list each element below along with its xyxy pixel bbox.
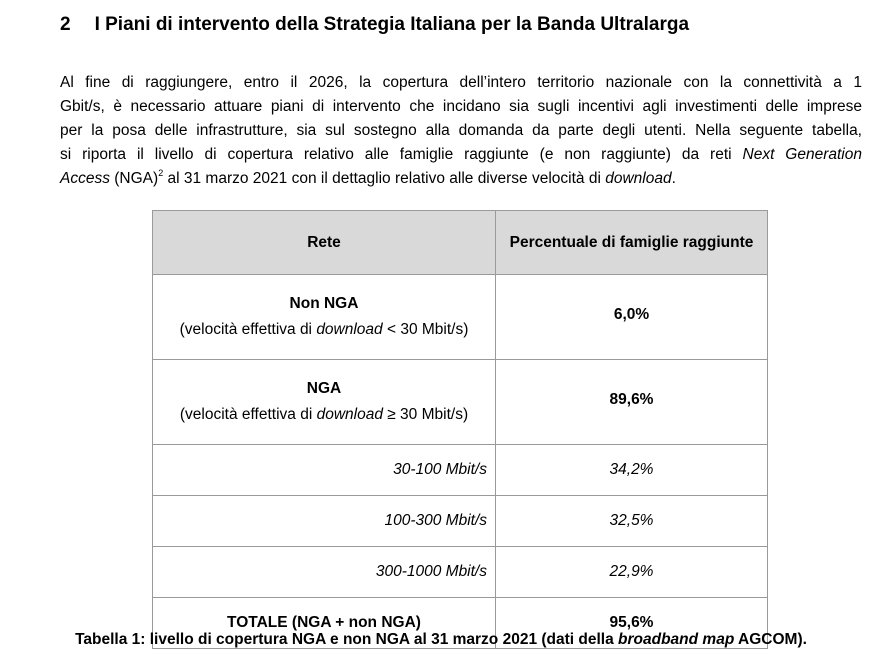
row-nga-sub-italic: download [316,406,383,423]
table-row: NGA (velocità effettiva di download ≥ 30… [152,359,768,445]
intro-line-4-text: si riporta il livello di copertura relat… [60,146,743,163]
row-totale-label-text: TOTALE (NGA + non NGA) [227,614,421,631]
row-non-nga-title: Non NGA [289,295,359,312]
row-nga-sub-b: ≥ 30 Mbit/s) [382,406,469,423]
section-heading: 2 I Piani di intervento della Strategia … [60,14,689,36]
intro-line-2: Gbit/s, è necessario attuare piani di in… [60,98,862,115]
row-nga-label: NGA (velocità effettiva di download ≥ 30… [152,359,496,445]
row-totale-value-cell: 95,6% [495,597,768,649]
row-30-100-label: 30-100 Mbit/s [152,444,496,496]
row-non-nga-sub-a: (velocità effettiva di [179,321,317,338]
intro-line-4: si riporta il livello di copertura relat… [60,143,862,167]
row-non-nga-sub-italic: download [316,321,383,338]
intro-line-3: per la posa delle infrastrutture, sia su… [60,122,862,139]
row-non-nga-sub: (velocità effettiva di download < 30 Mbi… [154,321,494,339]
table-row: 30-100 Mbit/s 34,2% [152,444,768,496]
footnote-ref[interactable]: 2 [158,168,164,178]
row-100-300-value: 32,5% [495,495,768,547]
caption-italic: broadband map [618,631,735,648]
intro-line-1: Al fine di raggiungere, entro il 2026, l… [60,74,862,91]
row-300-1000-value: 22,9% [495,546,768,598]
table-row: TOTALE (NGA + non NGA) 95,6% [152,597,768,649]
row-totale-value: 95,6% [609,614,654,631]
table-row: 300-1000 Mbit/s 22,9% [152,546,768,598]
intro-paragraph: Al fine di raggiungere, entro il 2026, l… [60,71,862,191]
intro-line-5: Access (NGA)2 al 31 marzo 2021 con il de… [60,167,862,191]
intro-line-4-italic: Next Generation [742,146,862,163]
intro-line-5-nga: (NGA) [109,170,159,187]
row-non-nga-label: Non NGA (velocità effettiva di download … [152,274,496,360]
section-title: I Piani di intervento della Strategia It… [94,14,690,35]
row-nga-sub-a: (velocità effettiva di [179,406,317,423]
table-caption: Tabella 1: livello di copertura NGA e no… [0,631,882,649]
section-number: 2 [60,14,71,35]
intro-line-5-text: al 31 marzo 2021 con il dettaglio relati… [163,170,606,187]
row-non-nga-value-cell: 6,0% [495,274,768,360]
row-nga-sub: (velocità effettiva di download ≥ 30 Mbi… [154,406,494,424]
row-30-100-value: 34,2% [495,444,768,496]
table-row: Non NGA (velocità effettiva di download … [152,274,768,360]
coverage-table: Rete Percentuale di famiglie raggiunte N… [152,210,768,649]
row-100-300-label: 100-300 Mbit/s [152,495,496,547]
row-non-nga-sub-b: < 30 Mbit/s) [382,321,469,338]
row-nga-value: 89,6% [609,390,654,408]
intro-line-5-download: download [605,170,672,187]
header-rete: Rete [152,210,496,275]
header-percentuale: Percentuale di famiglie raggiunte [495,210,768,275]
intro-line-5-end: . [671,170,676,187]
intro-line-5-italic: Access [60,170,110,187]
table-header-row: Rete Percentuale di famiglie raggiunte [152,210,768,275]
row-totale-label: TOTALE (NGA + non NGA) [152,597,496,649]
table-row: 100-300 Mbit/s 32,5% [152,495,768,547]
row-300-1000-label: 300-1000 Mbit/s [152,546,496,598]
row-non-nga-value: 6,0% [613,305,650,323]
row-nga-title: NGA [306,380,342,397]
caption-text-a: Tabella 1: livello di copertura NGA e no… [75,631,619,648]
row-nga-value-cell: 89,6% [495,359,768,445]
caption-text-b: AGCOM). [734,631,807,648]
